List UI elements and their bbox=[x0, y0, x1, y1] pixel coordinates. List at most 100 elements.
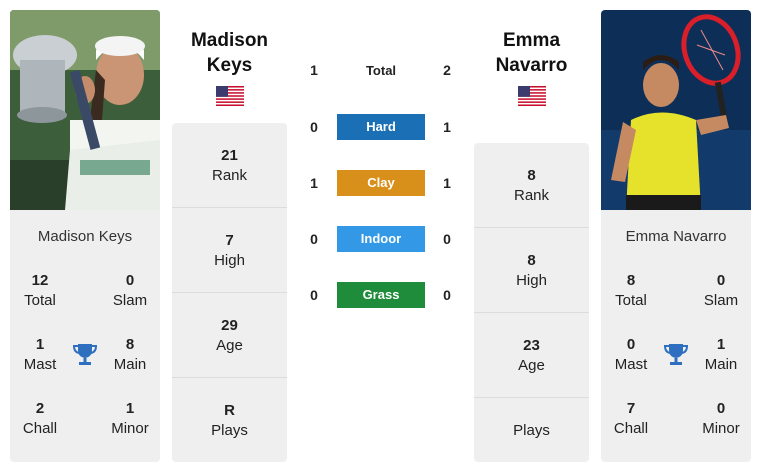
player2-name-link[interactable]: Emma Navarro bbox=[474, 28, 589, 78]
h2h-hard-p2: 1 bbox=[443, 119, 451, 135]
stat-label: Mast bbox=[614, 356, 648, 373]
stat-label: Mast bbox=[23, 356, 57, 373]
h2h-grass-p1: 0 bbox=[310, 287, 318, 303]
player1-high: 7 High bbox=[172, 231, 287, 271]
player2-plays: Plays bbox=[474, 421, 589, 441]
stat-label: High bbox=[214, 252, 245, 269]
stat-value: 0 bbox=[716, 400, 726, 417]
stat-value: 0 bbox=[716, 272, 726, 289]
stat-value: 1 bbox=[125, 400, 135, 417]
surface-hard-badge[interactable]: Hard bbox=[337, 114, 425, 140]
player2-high: 8 High bbox=[474, 251, 589, 291]
stat-value: 12 bbox=[31, 272, 49, 289]
divider bbox=[172, 207, 287, 208]
stat-value: 8 bbox=[527, 252, 536, 269]
player1-total-titles: 12 Total bbox=[10, 271, 70, 311]
stat-label: Plays bbox=[513, 422, 550, 439]
player2-first-name: Emma bbox=[502, 30, 561, 51]
player2-total-titles: 8 Total bbox=[601, 271, 661, 311]
player2-mast-titles: 0 Mast bbox=[601, 335, 661, 375]
player1-mast-titles: 1 Mast bbox=[10, 335, 70, 375]
stat-label: Total bbox=[24, 292, 56, 309]
player2-card-name: Emma Navarro bbox=[625, 228, 727, 245]
stat-value: 1 bbox=[716, 336, 726, 353]
h2h-total-row: 1 Total 2 bbox=[300, 57, 460, 83]
h2h-hard-p1: 0 bbox=[310, 119, 318, 135]
player2-last-name: Navarro bbox=[495, 55, 568, 76]
surface-clay-badge[interactable]: Clay bbox=[337, 170, 425, 196]
trophy-icon bbox=[663, 344, 689, 365]
h2h-grass-p2: 0 bbox=[443, 287, 451, 303]
h2h-indoor-row[interactable]: 0 Indoor 0 bbox=[300, 226, 460, 252]
divider bbox=[172, 292, 287, 293]
player1-stats-column: 21 Rank 7 High 29 Age R Plays bbox=[172, 123, 287, 462]
player1-last-name: Keys bbox=[206, 55, 253, 76]
stat-label: Total bbox=[615, 292, 647, 309]
player1-name-link[interactable]: Madison Keys bbox=[172, 28, 287, 78]
h2h-clay-p2: 1 bbox=[443, 175, 451, 191]
h2h-clay-p1: 1 bbox=[310, 175, 318, 191]
player1-card[interactable]: Madison Keys 12 Total 0 Slam 1 Mast 8 Ma… bbox=[10, 10, 160, 462]
us-flag-icon bbox=[518, 86, 546, 106]
stat-value: 2 bbox=[35, 400, 45, 417]
player1-first-name: Madison bbox=[190, 30, 269, 51]
player2-rank: 8 Rank bbox=[474, 166, 589, 206]
stat-label: Chall bbox=[22, 420, 58, 437]
h2h-total-label: Total bbox=[365, 63, 397, 78]
h2h-grass-row[interactable]: 0 Grass 0 bbox=[300, 282, 460, 308]
stat-label: High bbox=[516, 272, 547, 289]
stat-value: 21 bbox=[221, 147, 238, 164]
stat-value: 0 bbox=[626, 336, 636, 353]
surface-indoor-badge[interactable]: Indoor bbox=[337, 226, 425, 252]
stat-label: Chall bbox=[613, 420, 649, 437]
stat-value: 8 bbox=[626, 272, 636, 289]
player1-main-titles: 8 Main bbox=[100, 335, 160, 375]
stat-label: Minor bbox=[702, 420, 740, 437]
stat-label: Minor bbox=[111, 420, 149, 437]
stat-value: 0 bbox=[125, 272, 135, 289]
stat-label: Main bbox=[704, 356, 738, 373]
stat-label: Slam bbox=[703, 292, 739, 309]
divider bbox=[172, 377, 287, 378]
h2h-indoor-p2: 0 bbox=[443, 231, 451, 247]
stat-value: 23 bbox=[523, 337, 540, 354]
stat-label: Rank bbox=[513, 187, 550, 204]
trophy-icon bbox=[72, 344, 98, 365]
divider bbox=[474, 227, 589, 228]
stat-value: 8 bbox=[527, 167, 536, 184]
stat-label: Main bbox=[113, 356, 147, 373]
player1-minor-titles: 1 Minor bbox=[100, 399, 160, 439]
stat-label: Rank bbox=[211, 167, 248, 184]
stat-value: 1 bbox=[35, 336, 45, 353]
h2h-total-p2: 2 bbox=[443, 62, 451, 78]
player1-photo[interactable] bbox=[10, 10, 160, 210]
stat-label: Plays bbox=[211, 422, 248, 439]
stat-value: 7 bbox=[225, 232, 234, 249]
stat-label: Age bbox=[518, 357, 545, 374]
player1-plays: R Plays bbox=[172, 401, 287, 441]
h2h-indoor-p1: 0 bbox=[310, 231, 318, 247]
stat-value: 29 bbox=[221, 317, 238, 334]
h2h-hard-row[interactable]: 0 Hard 1 bbox=[300, 114, 460, 140]
us-flag-icon bbox=[216, 86, 244, 106]
player2-chall-titles: 7 Chall bbox=[601, 399, 661, 439]
player2-card[interactable]: Emma Navarro 8 Total 0 Slam 0 Mast 1 Mai… bbox=[601, 10, 751, 462]
stat-value: 8 bbox=[125, 336, 135, 353]
h2h-clay-row[interactable]: 1 Clay 1 bbox=[300, 170, 460, 196]
player2-minor-titles: 0 Minor bbox=[691, 399, 751, 439]
player2-age: 23 Age bbox=[474, 336, 589, 376]
player1-slam-titles: 0 Slam bbox=[100, 271, 160, 311]
player2-main-titles: 1 Main bbox=[691, 335, 751, 375]
player1-age: 29 Age bbox=[172, 316, 287, 356]
surface-grass-badge[interactable]: Grass bbox=[337, 282, 425, 308]
player1-chall-titles: 2 Chall bbox=[10, 399, 70, 439]
stat-value: R bbox=[224, 402, 235, 419]
h2h-total-p1: 1 bbox=[310, 62, 318, 78]
player1-rank: 21 Rank bbox=[172, 146, 287, 186]
player2-photo[interactable] bbox=[601, 10, 751, 210]
stat-label: Age bbox=[216, 337, 243, 354]
stat-label: Slam bbox=[112, 292, 148, 309]
divider bbox=[474, 397, 589, 398]
divider bbox=[474, 312, 589, 313]
player2-stats-column: 8 Rank 8 High 23 Age Plays bbox=[474, 143, 589, 462]
